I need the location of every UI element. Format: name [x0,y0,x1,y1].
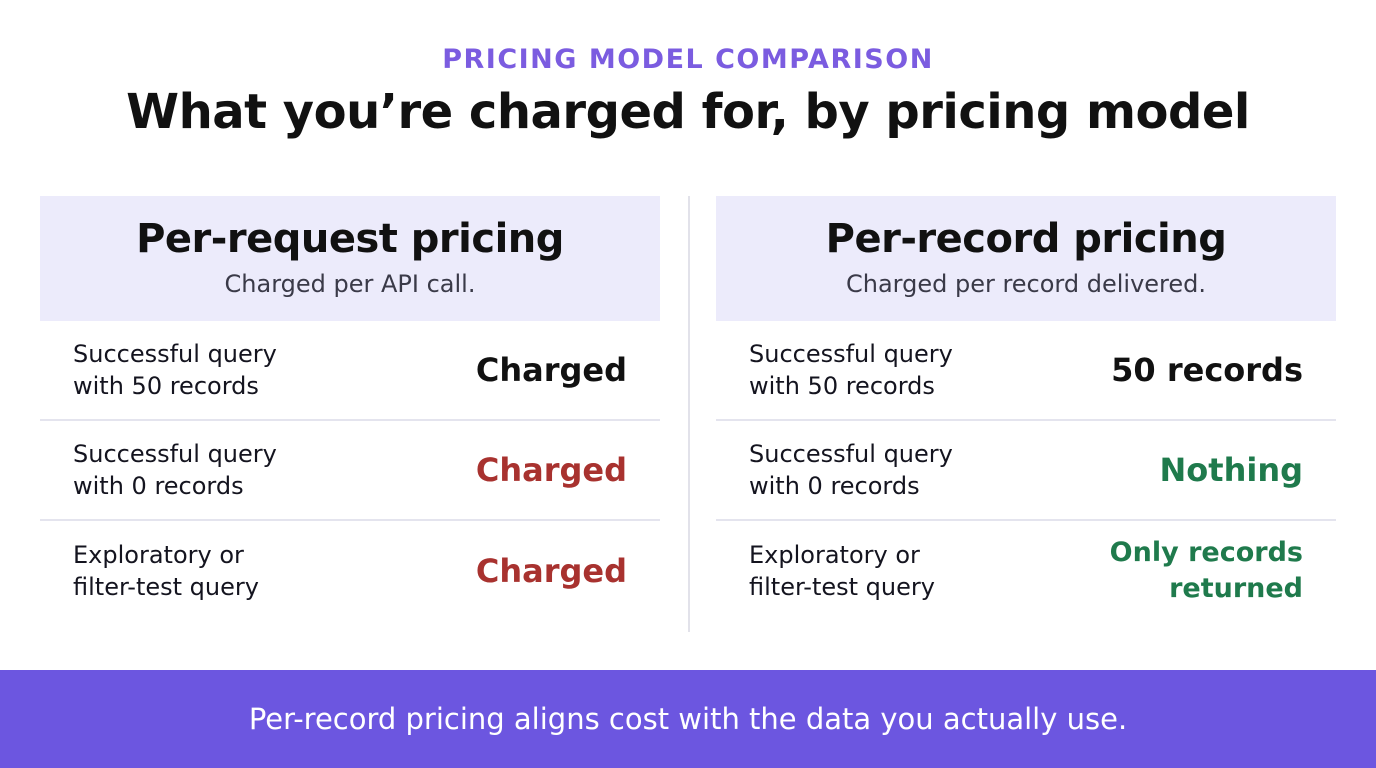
row-result: Charged [475,552,627,590]
row-label: Exploratory or filter-test query [73,541,259,601]
comparison-row: Exploratory or filter-test query Only rec… [716,521,1336,621]
column-heading: Per-request pricing [136,216,564,262]
row-result: Charged [475,351,627,389]
column-divider [688,196,690,632]
row-label: Successful query with 0 records [749,440,953,500]
comparison-row: Successful query with 50 records 50 recor… [716,321,1336,421]
row-label: Successful query with 50 records [73,340,277,400]
row-label: Successful query with 50 records [749,340,953,400]
eyebrow: PRICING MODEL COMPARISON [442,44,934,75]
comparison-row: Exploratory or filter-test query Charged [40,521,660,621]
comparison-row: Successful query with 50 records Charged [40,321,660,421]
row-result: 50 records [1111,351,1303,389]
pricing-column: Per-request pricing Charged per API call.… [40,196,660,621]
column-subheading: Charged per record delivered. [845,270,1207,298]
footer-text: Per-record pricing aligns cost with the … [248,702,1128,736]
column-subheading: Charged per API call. [224,270,476,298]
pricing-column: Per-record pricing Charged per record del… [716,196,1336,621]
column-header: Per-request pricing Charged per API call. [40,196,660,321]
row-result: Charged [475,451,627,489]
column-heading: Per-record pricing [825,216,1227,262]
row-result: Only records returned [1109,537,1303,604]
footer-banner: Per-record pricing aligns cost with the … [0,670,1376,768]
comparison-row: Successful query with 0 records Charged [40,421,660,521]
column-header: Per-record pricing Charged per record del… [716,196,1336,321]
row-result: Nothing [1159,451,1304,489]
comparison-row: Successful query with 0 records Nothing [716,421,1336,521]
page-title: What you’re charged for, by pricing mode… [126,84,1250,140]
row-label: Exploratory or filter-test query [749,541,935,601]
row-label: Successful query with 0 records [73,440,277,500]
